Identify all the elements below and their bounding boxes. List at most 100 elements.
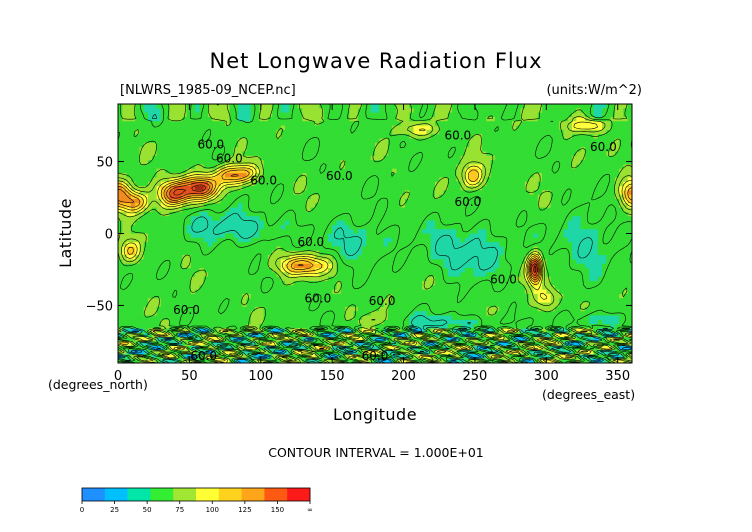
heatmap-cell <box>370 276 376 282</box>
heatmap-cell <box>147 268 153 273</box>
heatmap-cell <box>375 198 380 204</box>
heatmap-cell <box>554 224 560 230</box>
heatmap-cell <box>366 164 372 170</box>
heatmap-cell <box>597 242 603 248</box>
heatmap-cell <box>430 173 436 178</box>
heatmap-cell <box>623 129 629 135</box>
heatmap-cell <box>520 181 526 187</box>
heatmap-cell <box>422 173 427 178</box>
heatmap-cell <box>392 112 398 118</box>
heatmap-cell <box>572 229 577 235</box>
heatmap-cell <box>387 268 393 273</box>
heatmap-cell <box>306 280 312 286</box>
heatmap-cell <box>417 190 423 196</box>
heatmap-cell <box>392 190 398 196</box>
heatmap-cell <box>434 168 440 174</box>
heatmap-cell <box>443 151 449 157</box>
heatmap-cell <box>207 151 213 157</box>
heatmap-cell <box>610 259 616 265</box>
heatmap-cell <box>456 138 462 144</box>
heatmap-cell <box>366 151 372 157</box>
heatmap-cell <box>490 233 496 239</box>
heatmap-cell <box>285 155 290 161</box>
heatmap-cell <box>250 203 256 209</box>
heatmap-cell <box>392 250 398 256</box>
heatmap-cell <box>242 104 248 109</box>
heatmap-cell <box>370 229 376 235</box>
heatmap-cell <box>357 186 363 191</box>
heatmap-cell <box>439 237 445 243</box>
heatmap-cell <box>422 237 427 243</box>
heatmap-cell <box>276 268 282 273</box>
heatmap-cell <box>477 112 483 118</box>
heatmap-cell <box>250 224 256 230</box>
heatmap-cell <box>182 104 188 109</box>
heatmap-cell <box>477 104 483 109</box>
heatmap-cell <box>452 168 457 174</box>
heatmap-cell <box>173 259 179 265</box>
heatmap-cell <box>237 211 243 217</box>
heatmap-cell <box>345 112 350 118</box>
heatmap-cell <box>165 142 170 148</box>
heatmap-cell <box>203 190 209 196</box>
heatmap-cell <box>572 155 577 161</box>
heatmap-cell <box>426 233 432 239</box>
heatmap-cell <box>606 220 612 226</box>
heatmap-cell <box>336 242 342 248</box>
heatmap-cell <box>375 112 380 118</box>
heatmap-cell <box>186 233 192 239</box>
heatmap-cell <box>267 121 273 127</box>
heatmap-cell <box>392 224 398 230</box>
heatmap-cell <box>122 233 128 239</box>
heatmap-cell <box>160 125 166 131</box>
heatmap-cell <box>542 147 547 153</box>
heatmap-cell <box>147 173 153 178</box>
heatmap-cell <box>199 155 205 161</box>
heatmap-cell <box>589 134 595 140</box>
heatmap-cell <box>139 229 145 235</box>
heatmap-cell <box>589 220 595 226</box>
heatmap-cell <box>507 181 513 187</box>
heatmap-cell <box>559 177 565 183</box>
heatmap-cell <box>383 181 389 187</box>
heatmap-cell <box>143 224 149 230</box>
heatmap-cell <box>499 134 505 140</box>
heatmap-cell <box>610 246 616 252</box>
heatmap-cell <box>413 272 419 278</box>
heatmap-cell <box>464 160 470 166</box>
heatmap-cell <box>434 237 440 243</box>
heatmap-cell <box>572 203 577 209</box>
heatmap-cell <box>559 147 565 153</box>
heatmap-cell <box>207 203 213 209</box>
heatmap-cell <box>413 198 419 204</box>
heatmap-cell <box>169 121 175 127</box>
heatmap-cell <box>199 125 205 131</box>
heatmap-cell <box>387 142 393 148</box>
heatmap-cell <box>353 138 359 144</box>
heatmap-cell <box>520 151 526 157</box>
heatmap-cell <box>173 272 179 278</box>
heatmap-cell <box>353 121 359 127</box>
heatmap-cell <box>404 147 410 153</box>
heatmap-cell <box>306 220 312 226</box>
heatmap-cell <box>606 186 612 191</box>
heatmap-cell <box>524 155 530 161</box>
heatmap-cell <box>452 203 457 209</box>
heatmap-cell <box>246 246 252 252</box>
heatmap-cell <box>207 181 213 187</box>
heatmap-cell <box>589 125 595 131</box>
heatmap-cell <box>285 121 290 127</box>
heatmap-cell <box>524 216 530 222</box>
heatmap-cell <box>147 242 153 248</box>
heatmap-cell <box>473 224 479 230</box>
heatmap-cell <box>614 164 620 170</box>
heatmap-cell <box>362 112 368 118</box>
heatmap-cell <box>606 138 612 144</box>
heatmap-cell <box>404 207 410 213</box>
heatmap-cell <box>550 255 556 260</box>
heatmap-cell <box>627 142 632 148</box>
heatmap-cell <box>122 116 128 122</box>
heatmap-cell <box>443 224 449 230</box>
heatmap-cell <box>186 203 192 209</box>
heatmap-cell <box>182 186 188 191</box>
